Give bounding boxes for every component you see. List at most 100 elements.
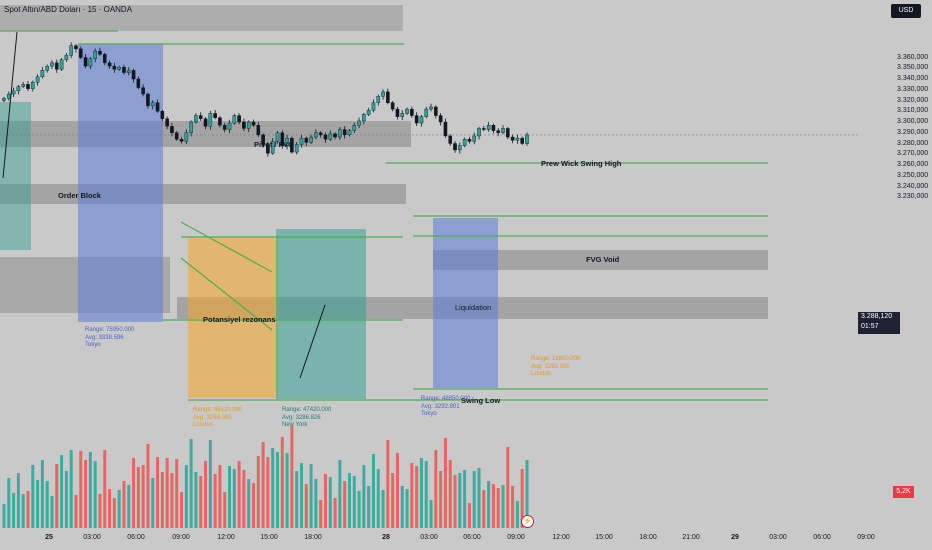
candle-body — [11, 90, 16, 95]
stat-range: Range: 19800.000 — [531, 356, 581, 362]
volume-bar — [333, 498, 337, 528]
candle-body — [338, 129, 342, 138]
arrow-up-mid — [299, 304, 326, 379]
volume-bar — [180, 492, 184, 528]
volume-bar — [376, 469, 380, 528]
stat-avg: Avg: 3286.826 — [282, 414, 321, 421]
candle-body — [443, 121, 448, 137]
candle-body — [189, 121, 193, 133]
candle-body — [290, 137, 294, 153]
volume-bar — [7, 478, 11, 528]
candle-body — [112, 65, 117, 70]
volume-bar — [170, 473, 174, 528]
volume-bar — [295, 471, 299, 528]
volume-bar — [223, 492, 227, 528]
volume-bar — [218, 465, 222, 528]
volume-bar — [434, 450, 438, 528]
volume-bar — [31, 465, 35, 528]
candle-body — [366, 109, 371, 115]
volume-bar — [112, 498, 116, 528]
candle-body — [251, 121, 256, 126]
candle-body — [98, 50, 102, 55]
volume-bar — [84, 460, 88, 528]
candle-body — [54, 62, 59, 70]
stat-avg: Avg: 3299.000 — [193, 414, 232, 421]
candle-body — [482, 128, 486, 130]
time-tick-label: 28 — [382, 534, 390, 541]
candle-body — [386, 91, 390, 103]
candle-body — [309, 136, 313, 143]
symbol-title: Spot Altın/ABD Doları · 15 · OANDA — [4, 5, 133, 14]
stat-session: Tokyo — [85, 342, 101, 348]
candle-body — [294, 144, 299, 153]
candle-body — [520, 137, 525, 144]
time-tick-label: 09:00 — [172, 534, 190, 541]
candle-body — [198, 115, 203, 119]
stat-range: Range: 47420.000 — [282, 407, 332, 413]
volume-bar — [400, 486, 404, 528]
candle-body — [69, 45, 73, 56]
session-stats-tokyo-2: Range: 48850.000 Avg: 3292.801 Tokyo — [421, 396, 470, 419]
session-london-1 — [188, 238, 278, 398]
time-tick-label: 29 — [731, 534, 739, 541]
candle-body — [510, 136, 515, 141]
volume-bar — [98, 494, 102, 528]
candle-body — [74, 45, 78, 50]
candle-body — [35, 76, 40, 83]
candle-body — [381, 91, 385, 97]
volume-bar — [232, 469, 236, 528]
candle-body — [26, 84, 30, 89]
price-tick-label: 3.230,000 — [897, 193, 929, 201]
candle-body — [491, 125, 496, 131]
volume-bar — [122, 481, 126, 528]
candle-body — [237, 115, 241, 123]
time-tick-label: 12:00 — [217, 534, 235, 541]
volume-bar — [357, 491, 361, 528]
stat-avg: Avg: 3338.596 — [85, 334, 124, 341]
currency-button[interactable]: USD — [891, 4, 921, 18]
session-tokyo-2 — [433, 218, 498, 388]
volume-bar — [247, 479, 251, 528]
volume-bar — [443, 438, 447, 528]
candle-body — [304, 137, 309, 143]
volume-bar — [314, 479, 318, 528]
candle-body — [45, 65, 49, 71]
volume-bar — [424, 461, 428, 528]
volume-bar — [2, 504, 6, 528]
candle-body — [506, 128, 510, 138]
volume-bar — [304, 484, 308, 528]
candle-body — [357, 120, 361, 126]
volume-bar — [266, 457, 270, 528]
candle-body — [21, 84, 25, 87]
volume-bar — [453, 475, 457, 528]
candle-body — [141, 87, 145, 95]
candle-body — [458, 145, 462, 151]
price-tick-label: 3.310,000 — [897, 107, 929, 115]
candle-body — [472, 135, 477, 142]
candle-body — [314, 132, 318, 138]
time-tick-label: 03:00 — [769, 534, 787, 541]
candle-body — [371, 102, 376, 111]
volume-bar — [60, 455, 64, 528]
volume-bar — [12, 493, 16, 528]
lightning-icon[interactable]: ⚡ — [521, 515, 534, 528]
candle-body — [515, 137, 520, 141]
candle-body — [280, 132, 285, 146]
volume-bar — [309, 464, 313, 528]
candle-body — [170, 126, 174, 133]
stat-session: Tokyo — [421, 411, 437, 417]
candle-body — [122, 66, 126, 73]
volume-bar — [419, 458, 423, 528]
zone-label-order-block: Order Block — [58, 191, 101, 200]
volume-bar — [458, 473, 462, 528]
candle-body — [328, 133, 333, 140]
volume-bar — [386, 440, 390, 528]
candle-body — [395, 108, 400, 117]
candle-body — [232, 115, 237, 124]
volume-bar — [151, 478, 155, 528]
zone-label-potential-reversal: Potansiyel rezonans — [203, 315, 276, 324]
candle-body — [165, 118, 169, 127]
candle-body — [486, 125, 491, 130]
volume-bar — [69, 450, 73, 528]
